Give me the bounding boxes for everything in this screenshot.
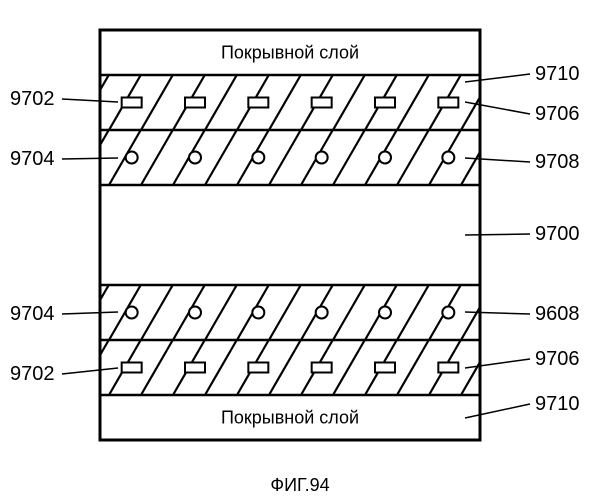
svg-text:9704: 9704 [10, 303, 55, 325]
figure-caption: ФИГ.94 [0, 475, 600, 496]
svg-text:9710: 9710 [535, 63, 580, 85]
svg-text:9708: 9708 [535, 151, 580, 173]
svg-text:9704: 9704 [10, 148, 55, 170]
svg-text:9700: 9700 [535, 223, 580, 245]
svg-text:Покрывной слой: Покрывной слой [221, 408, 359, 428]
diagram-svg: Покрывной слой Покрывной слой 9702 9704 9704… [0, 0, 600, 470]
svg-text:9706: 9706 [535, 348, 580, 370]
svg-text:9710: 9710 [535, 393, 580, 415]
svg-text:9608: 9608 [535, 303, 580, 325]
svg-text:9702: 9702 [10, 88, 55, 110]
svg-text:9702: 9702 [10, 363, 55, 385]
svg-text:9706: 9706 [535, 103, 580, 125]
figure-canvas: Покрывной слой Покрывной слой 9702 9704 9704… [0, 0, 600, 500]
svg-text:Покрывной слой: Покрывной слой [221, 43, 359, 63]
